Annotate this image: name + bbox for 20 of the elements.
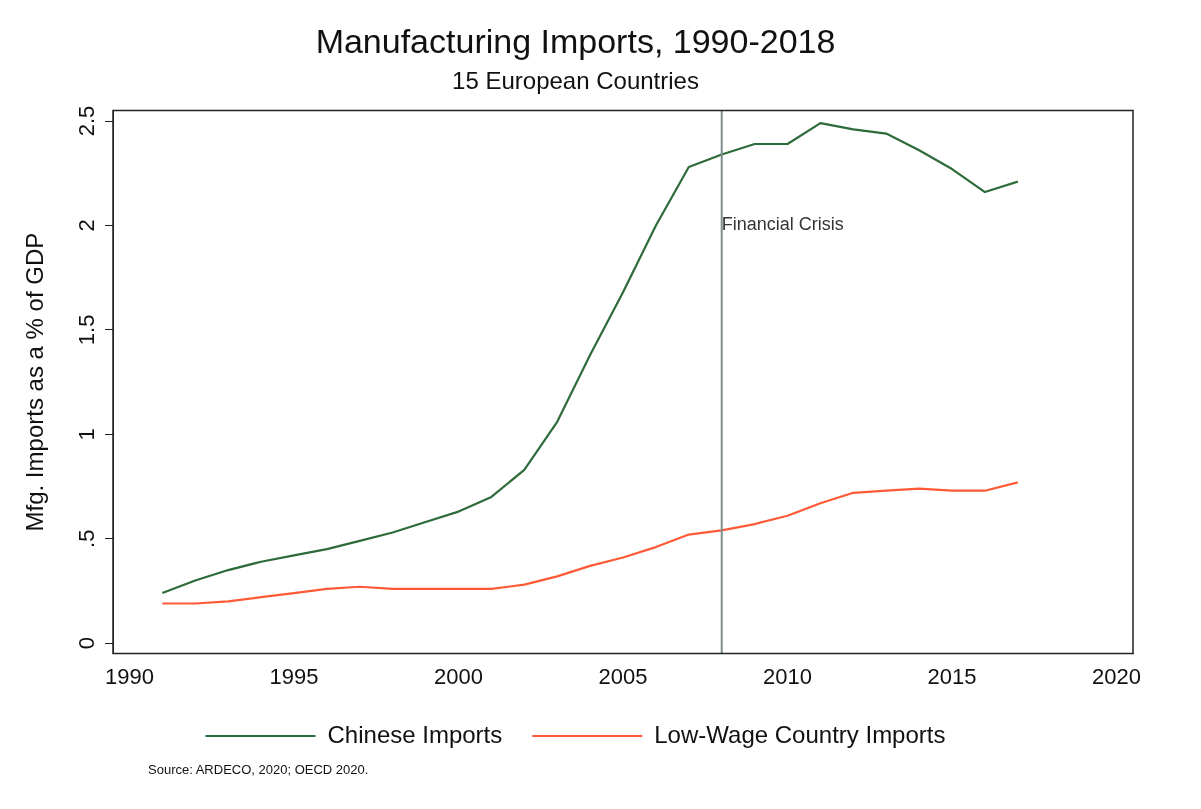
x-tick-label: 2010	[763, 663, 812, 689]
legend-label: Chinese Imports	[327, 720, 503, 748]
y-tick-label: 2	[74, 219, 100, 232]
legend-label: Low-Wage Country Imports	[654, 720, 946, 748]
x-tick-label: 2015	[927, 663, 977, 689]
y-tick-label: 1.5	[74, 314, 100, 346]
y-tick-label: 1	[74, 428, 100, 441]
x-tick-label: 1995	[269, 663, 319, 689]
chart-title: Manufacturing Imports, 1990-2018	[315, 21, 836, 60]
y-tick-label: .5	[74, 529, 100, 548]
chart-subtitle: 15 European Countries	[452, 66, 699, 94]
y-axis-title: Mfg. Imports as a % of GDP	[21, 232, 49, 532]
x-tick-label: 1990	[104, 663, 154, 689]
x-tick-label: 2005	[598, 663, 648, 689]
y-tick-label: 2.5	[74, 105, 100, 137]
ref-line-label: Financial Crisis	[721, 213, 844, 234]
source-note: Source: ARDECO, 2020; OECD 2020.	[148, 762, 370, 777]
x-tick-label: 2000	[434, 663, 483, 689]
y-tick-label: 0	[74, 637, 100, 650]
x-tick-label: 2020	[1092, 663, 1142, 689]
